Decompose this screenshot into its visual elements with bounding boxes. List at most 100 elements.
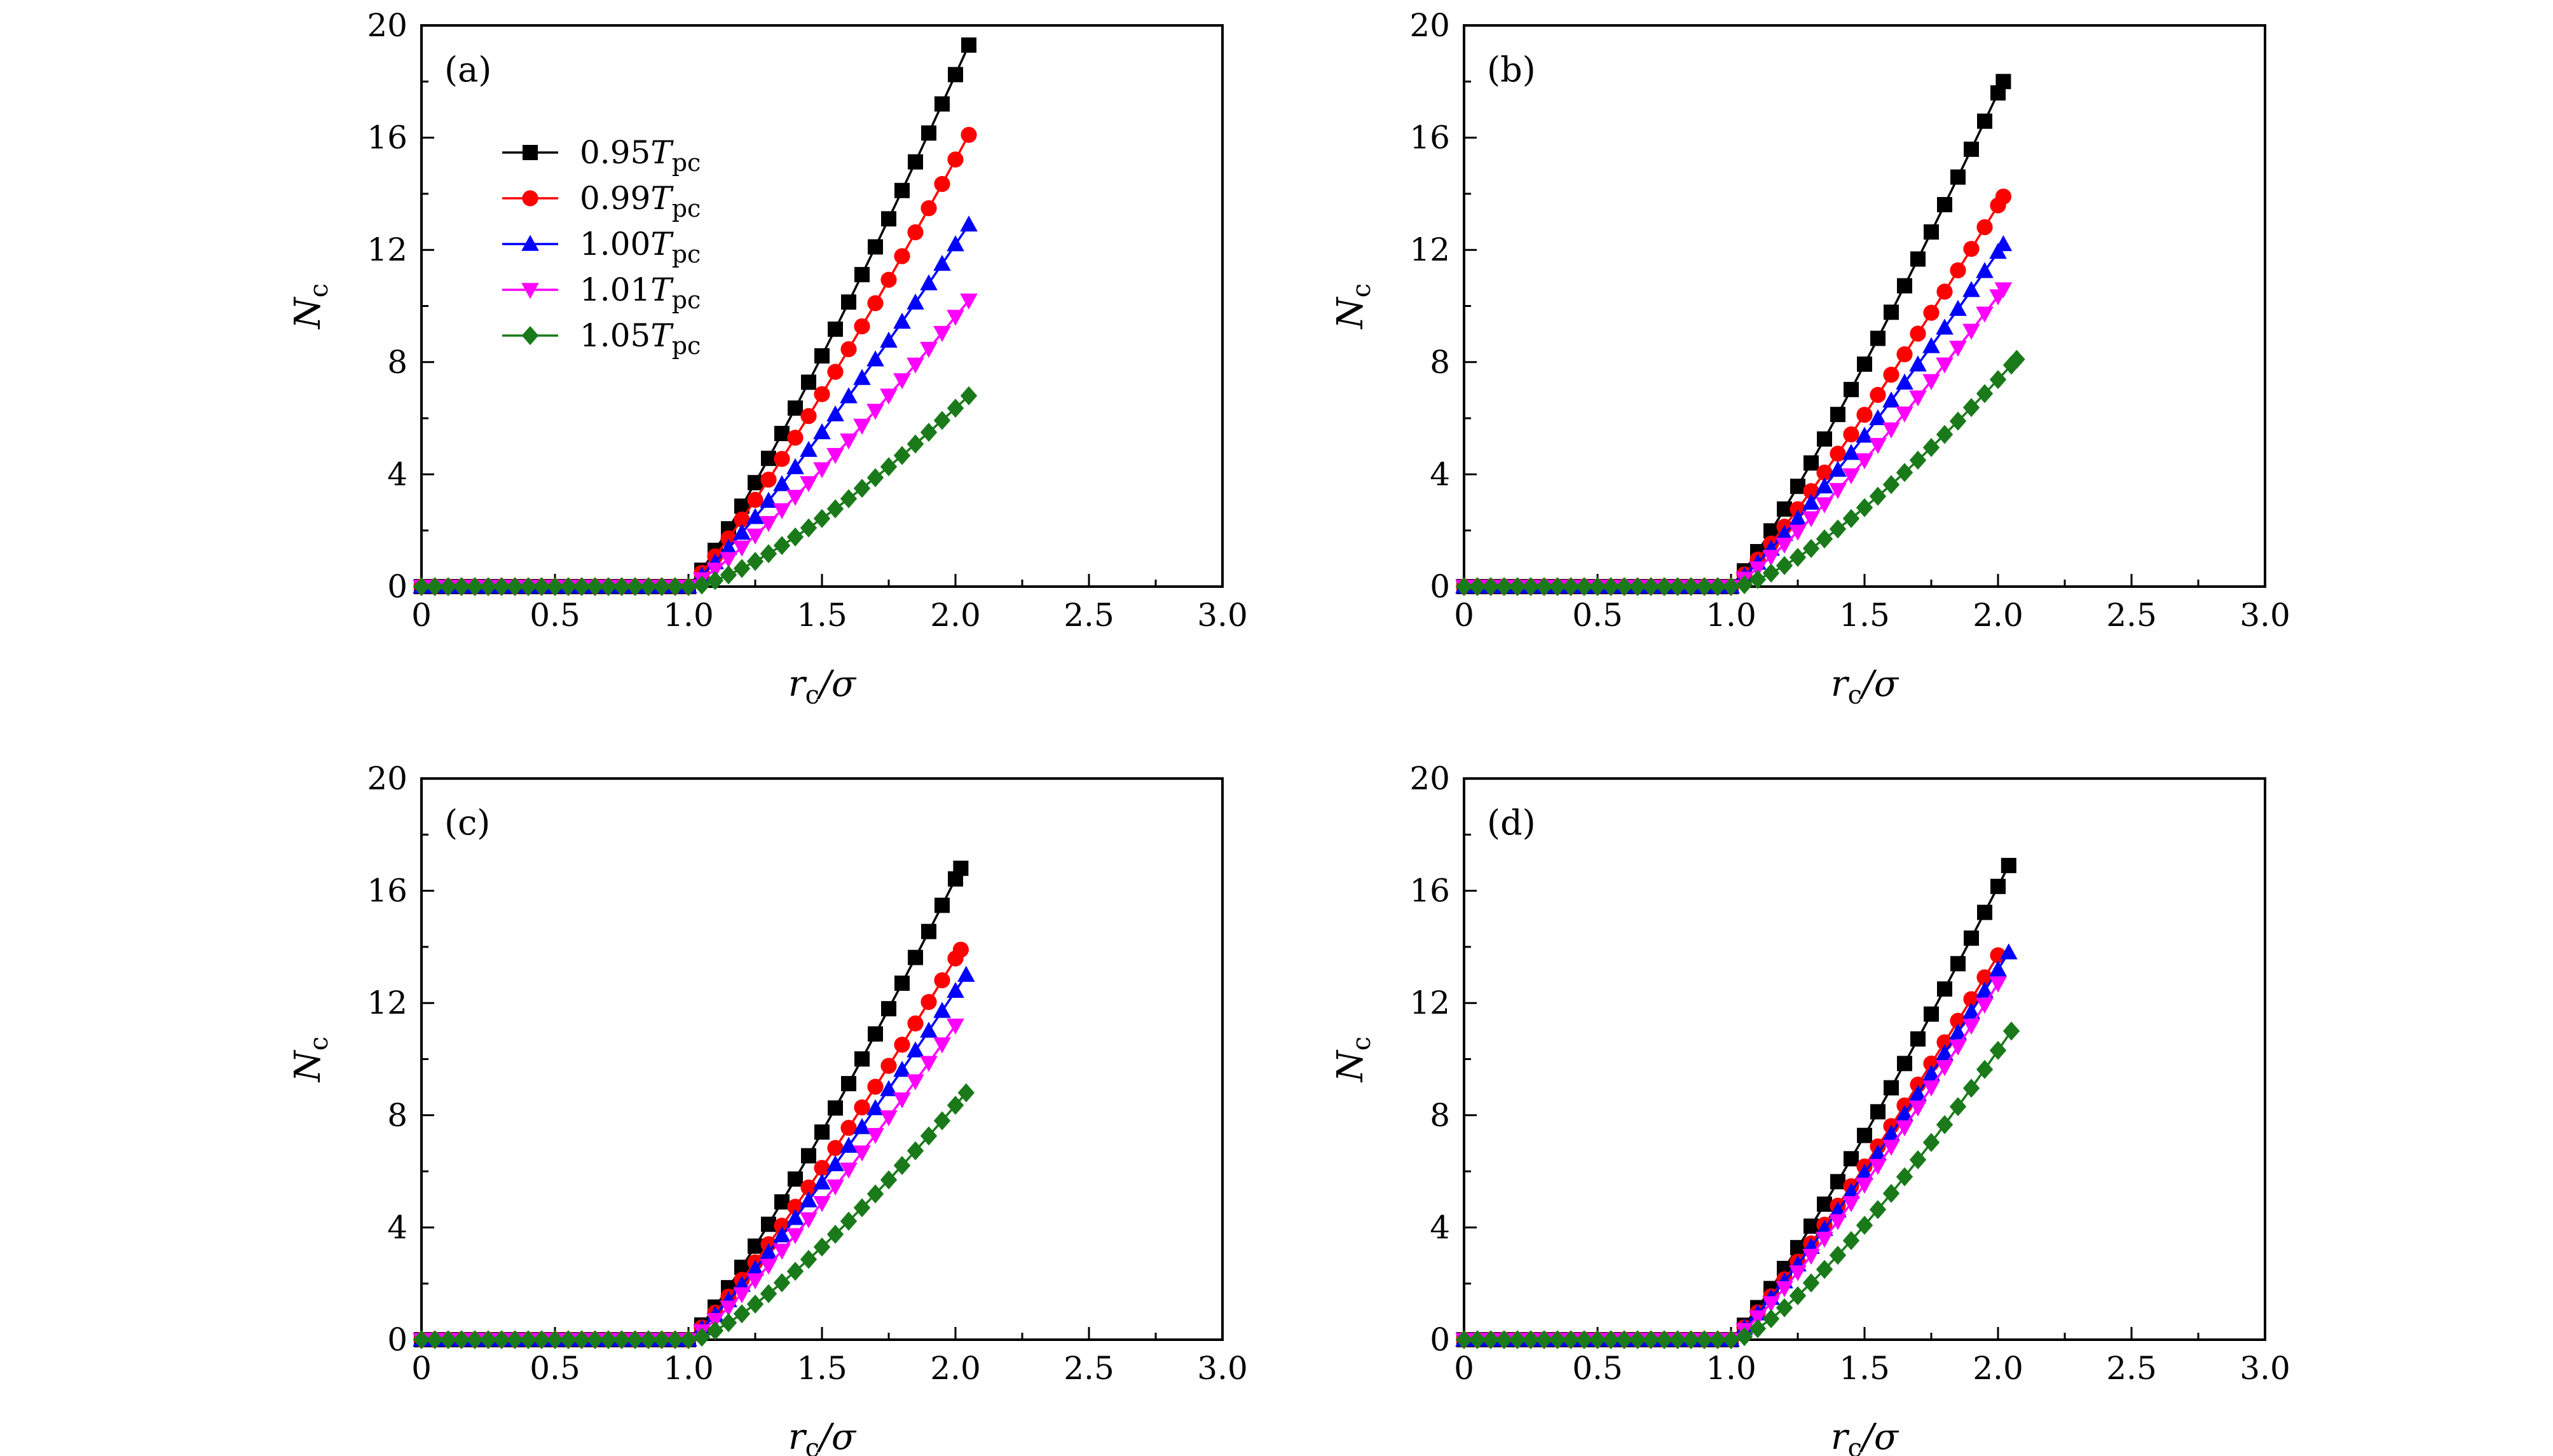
data-point	[1950, 262, 1966, 278]
data-point	[1829, 461, 1847, 477]
data-point	[908, 949, 923, 965]
data-point	[1962, 398, 1980, 418]
data-point	[1655, 577, 1673, 596]
data-point	[840, 341, 857, 358]
data-point	[947, 151, 964, 168]
legend-marker	[521, 326, 539, 345]
data-point	[933, 1111, 951, 1131]
data-point	[1709, 577, 1727, 596]
data-point	[1495, 1330, 1513, 1349]
data-point	[1549, 577, 1566, 596]
data-point	[1869, 1159, 1887, 1175]
data-point	[828, 1100, 843, 1116]
data-point	[1909, 1100, 1927, 1117]
data-point	[1602, 577, 1620, 596]
series-1_05	[413, 386, 978, 596]
data-point	[479, 1330, 497, 1349]
data-point	[1896, 463, 1913, 482]
data-point	[1669, 1330, 1687, 1349]
data-point	[840, 387, 858, 404]
data-point	[826, 405, 844, 422]
data-point	[947, 235, 964, 252]
y-tick-label: 8	[1430, 344, 1450, 381]
data-point	[1856, 1216, 1873, 1235]
legend-label: 1.00Tpc	[580, 226, 701, 268]
x-tick-label: 1.0	[1706, 597, 1756, 634]
data-point	[921, 125, 936, 141]
x-axis-title: rc/σ	[1831, 1417, 1899, 1456]
data-point	[1844, 381, 1859, 397]
data-point	[952, 941, 969, 958]
data-point	[1776, 1281, 1793, 1298]
data-point	[1936, 1044, 1954, 1061]
data-point	[933, 1002, 951, 1018]
data-point	[867, 295, 884, 311]
data-point	[880, 1110, 898, 1127]
legend-marker	[521, 235, 539, 251]
data-point	[746, 528, 764, 545]
data-point	[1816, 1232, 1833, 1248]
data-point	[1789, 524, 1807, 541]
data-point	[1842, 444, 1860, 460]
data-point	[773, 536, 791, 555]
data-point	[921, 200, 937, 217]
data-point	[866, 1127, 884, 1145]
data-point	[413, 577, 430, 596]
data-point	[1642, 1330, 1660, 1349]
data-point	[826, 1225, 844, 1244]
data-point	[1936, 1115, 1954, 1134]
data-point	[1949, 1097, 1967, 1117]
data-point	[933, 411, 951, 430]
data-point	[1802, 538, 1820, 558]
data-point	[1695, 1330, 1713, 1349]
data-point	[1522, 577, 1540, 596]
data-point	[933, 254, 951, 271]
x-tick-label: 2.5	[1064, 1350, 1114, 1387]
data-point	[814, 1124, 830, 1140]
data-point	[706, 571, 724, 590]
data-point	[907, 1015, 924, 1031]
data-point	[1976, 262, 1994, 278]
data-point	[1976, 306, 1994, 323]
data-point	[734, 511, 750, 528]
x-tick-label: 0.5	[1572, 597, 1623, 634]
data-point	[733, 559, 751, 578]
data-point	[1615, 577, 1633, 596]
data-point	[493, 577, 510, 596]
chart-panel-d: 0 0.5 1.0 1.5 2.0 2.5 3.0 0 4 8 12 16 20 rc/σ Nc (d)	[1330, 760, 2290, 1456]
y-tick-label: 0	[1430, 1321, 1450, 1358]
legend-entry: 0.99Tpc	[502, 180, 701, 222]
data-point	[1816, 529, 1833, 549]
data-point	[746, 1273, 764, 1289]
data-point	[1749, 1319, 1767, 1338]
data-point	[1482, 1330, 1500, 1349]
data-point	[1994, 235, 2013, 252]
data-point	[761, 451, 776, 466]
data-point	[1776, 537, 1793, 554]
panel-label: (b)	[1487, 50, 1536, 90]
data-point	[1816, 465, 1833, 481]
data-point	[533, 577, 551, 596]
data-point	[827, 364, 844, 380]
data-point	[1842, 508, 1860, 528]
data-point	[813, 1237, 831, 1257]
data-point	[788, 400, 803, 416]
data-point	[1817, 1196, 1832, 1212]
data-point	[813, 462, 831, 479]
data-point	[826, 499, 844, 519]
data-point	[908, 154, 923, 170]
series-line	[1464, 243, 2004, 588]
data-point	[1802, 493, 1820, 510]
data-point	[1962, 1078, 1980, 1098]
data-point	[1468, 577, 1486, 596]
series-0_95	[1456, 74, 2011, 594]
data-point	[1844, 1151, 1859, 1167]
data-point	[706, 1313, 724, 1330]
data-point	[773, 503, 791, 519]
data-point	[800, 476, 818, 493]
data-point	[1857, 356, 1872, 372]
panel-label: (c)	[444, 803, 490, 843]
data-point	[1856, 1178, 1873, 1194]
data-point	[1896, 1120, 1913, 1137]
data-point	[760, 1243, 777, 1260]
